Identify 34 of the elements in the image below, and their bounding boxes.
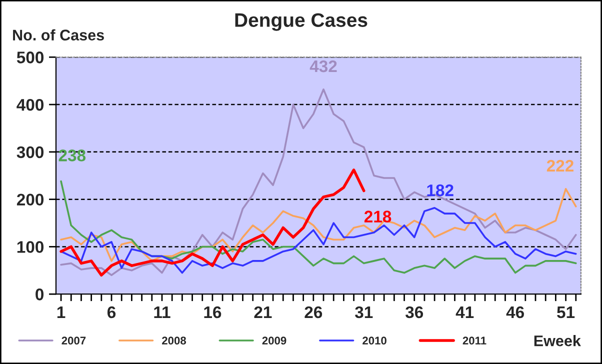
annotation: 432 — [310, 60, 337, 72]
x-tick-label: 36 — [405, 306, 424, 318]
legend-label: 2008 — [162, 336, 186, 345]
annotation: 238 — [58, 150, 86, 162]
annotation: 218 — [364, 210, 392, 222]
x-tick-label: 46 — [506, 306, 524, 318]
line-series — [60, 88, 577, 276]
y-axis-title: No. of Cases — [13, 29, 104, 40]
y-tick-label: 500 — [16, 52, 44, 64]
x-tick-label: 1 — [57, 306, 66, 318]
x-tick-label: 41 — [456, 306, 474, 318]
line-series — [60, 168, 366, 277]
y-tick-label: 100 — [17, 241, 44, 253]
x-tick-label: 6 — [107, 306, 116, 318]
legend-label: 2007 — [62, 336, 86, 345]
y-tick-label: 400 — [16, 98, 44, 111]
x-tick-label: 16 — [204, 306, 222, 318]
y-tick-label: 300 — [16, 146, 44, 158]
line-series — [60, 180, 577, 274]
annotation: 222 — [546, 160, 574, 172]
x-tick-label: 21 — [254, 306, 272, 318]
line-series — [60, 206, 577, 274]
y-tick-label: 200 — [16, 194, 44, 206]
x-tick-label: 11 — [154, 306, 170, 318]
chart-title: Dengue Cases — [235, 13, 368, 31]
annotation: 182 — [427, 184, 454, 196]
legend-label: 2009 — [262, 336, 286, 345]
y-tick-label: 0 — [36, 288, 44, 300]
x-axis-title: Eweek — [534, 335, 581, 346]
legend-label: 2010 — [362, 336, 386, 345]
legend-label: 2011 — [462, 336, 486, 345]
x-tick-label: 51 — [557, 306, 575, 318]
x-tick-label: 31 — [355, 306, 373, 318]
x-tick-label: 26 — [304, 306, 322, 318]
